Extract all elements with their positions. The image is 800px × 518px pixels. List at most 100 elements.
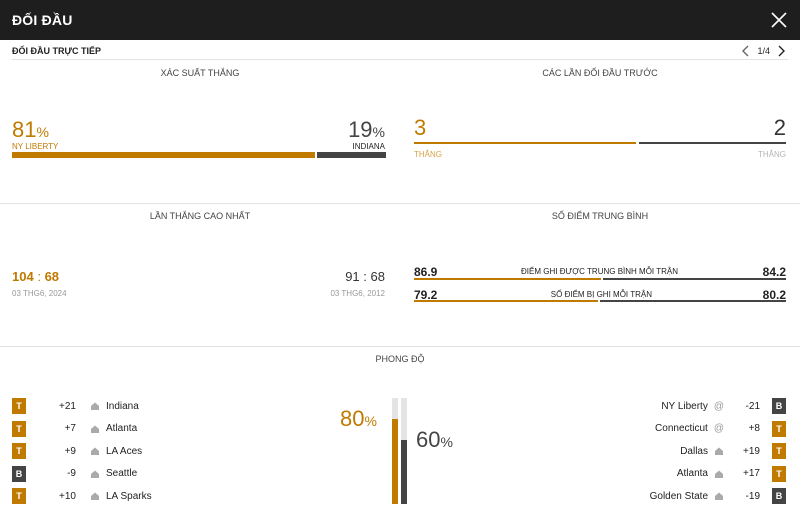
home-wins-label: THẮNG <box>414 150 442 159</box>
chevron-right-icon[interactable] <box>776 45 786 57</box>
form-row[interactable]: T +21 Indiana <box>12 397 139 415</box>
opponent-name: LA Aces <box>106 445 143 457</box>
form-row[interactable]: Dallas +19 T <box>680 442 786 460</box>
home-icon <box>90 469 100 479</box>
avg-scored-home-bar <box>414 278 601 280</box>
opponent-name: Golden State <box>649 490 708 502</box>
home-score-b: 68 <box>44 269 60 284</box>
form-row[interactable]: T +7 Atlanta <box>12 420 137 438</box>
away-score-a: 91 <box>345 269 360 284</box>
margin: +8 <box>748 423 760 435</box>
result-badge: B <box>772 398 786 414</box>
section-label: ĐỐI ĐẦU TRỰC TIẾP <box>12 46 101 56</box>
away-win-value: 19 <box>348 117 373 142</box>
avg-conceded-home-bar <box>414 300 598 302</box>
away-form-track <box>401 398 407 504</box>
form-row[interactable]: T +9 LA Aces <box>12 442 142 460</box>
avg-scored-away: 84.2 <box>762 265 786 279</box>
pager: 1/4 <box>741 45 786 57</box>
result-badge: B <box>772 488 786 505</box>
away-meetings-bar <box>639 142 786 144</box>
home-win-bar <box>12 152 315 158</box>
margin: -9 <box>67 468 76 480</box>
margin: +10 <box>59 490 76 502</box>
avg-scored-away-bar <box>603 278 786 280</box>
away-biggest-score: 91 : 68 <box>345 269 385 284</box>
home-score-a: 104 <box>12 269 34 284</box>
home-win-value: 81 <box>12 117 37 142</box>
result-badge: T <box>772 465 786 482</box>
result-badge: T <box>772 443 786 460</box>
avg-scored-label: ĐIỂM GHI ĐƯỢC TRUNG BÌNH MỖI TRẬN <box>521 267 678 276</box>
avg-conceded-label: SỐ ĐIỂM BỊ GHI MỖI TRẬN <box>550 290 652 299</box>
away-score-b: 68 <box>370 269 385 284</box>
away-wins-count: 2 <box>773 115 786 140</box>
home-win-pct-sign: % <box>36 124 49 140</box>
avg-conceded-away-bar <box>600 300 786 302</box>
opponent-name: Dallas <box>680 445 708 457</box>
margin: +21 <box>59 400 76 412</box>
margin: +19 <box>743 445 760 457</box>
form-row[interactable]: Connecticut @ +8 T <box>655 420 786 438</box>
home-icon <box>90 401 100 411</box>
home-icon <box>90 424 100 434</box>
home-icon <box>90 491 100 501</box>
form-row[interactable]: Atlanta +17 T <box>677 465 786 483</box>
home-icon <box>714 446 724 456</box>
previous-meetings-title: CÁC LẦN ĐỐI ĐẦU TRƯỚC <box>542 68 658 78</box>
form-title: PHONG ĐỘ <box>375 354 425 364</box>
opponent-name: Indiana <box>106 400 139 412</box>
avg-points-title: SỐ ĐIỂM TRUNG BÌNH <box>551 211 649 221</box>
pager-text: 1/4 <box>757 46 770 56</box>
opponent-name: NY Liberty <box>661 400 708 412</box>
home-meetings-bar <box>414 142 636 144</box>
away-biggest-date: 03 THG6, 2012 <box>330 289 385 298</box>
at-icon: @ <box>713 423 724 435</box>
margin: -19 <box>745 490 760 502</box>
home-form-track <box>392 398 398 504</box>
home-wins-count: 3 <box>414 115 427 140</box>
divider <box>0 203 800 204</box>
home-form-value: 80 <box>340 406 365 431</box>
divider <box>0 346 800 347</box>
result-badge: T <box>772 420 786 437</box>
margin: +9 <box>64 445 76 457</box>
away-wins-label: THẮNG <box>758 150 786 159</box>
away-form-pct: 60% <box>416 427 453 453</box>
form-row[interactable]: Golden State -19 B <box>650 487 786 505</box>
form-row[interactable]: NY Liberty @ -21 B <box>661 397 786 415</box>
score-sep: : <box>37 269 41 284</box>
home-biggest-score: 104 : 68 <box>12 269 59 284</box>
avg-scored-home: 86.9 <box>414 265 438 279</box>
at-icon: @ <box>713 400 724 412</box>
away-win-pct: 19% <box>348 117 385 143</box>
chevron-left-icon[interactable] <box>741 45 751 57</box>
away-win-pct-sign: % <box>372 124 385 140</box>
header-bar: ĐỐI ĐẦU <box>0 0 800 40</box>
away-form-pct-sign: % <box>440 434 453 450</box>
result-badge: T <box>12 488 26 505</box>
opponent-name: Atlanta <box>106 423 138 435</box>
result-badge: T <box>12 420 26 437</box>
score-sep: : <box>363 269 367 284</box>
result-badge: T <box>12 443 26 460</box>
margin: -21 <box>745 400 760 412</box>
opponent-name: LA Sparks <box>106 490 152 502</box>
form-row[interactable]: T +10 LA Sparks <box>12 487 152 505</box>
home-icon <box>714 491 724 501</box>
home-win-pct: 81% <box>12 117 49 143</box>
form-row[interactable]: B -9 Seattle <box>12 465 137 483</box>
away-team-label: INDIANA <box>352 142 385 151</box>
opponent-name: Seattle <box>106 468 138 480</box>
opponent-name: Connecticut <box>655 423 708 435</box>
home-icon <box>90 446 100 456</box>
home-form-pct: 80% <box>340 406 377 432</box>
opponent-name: Atlanta <box>676 468 708 480</box>
divider <box>12 59 788 60</box>
close-icon[interactable] <box>770 11 788 29</box>
avg-conceded-away: 80.2 <box>762 288 786 302</box>
home-form-pct-sign: % <box>364 413 377 429</box>
biggest-win-title: LẦN THẮNG CAO NHẤT <box>149 211 251 221</box>
win-probability-title: XÁC SUẤT THẮNG <box>160 68 240 78</box>
margin: +17 <box>743 468 760 480</box>
